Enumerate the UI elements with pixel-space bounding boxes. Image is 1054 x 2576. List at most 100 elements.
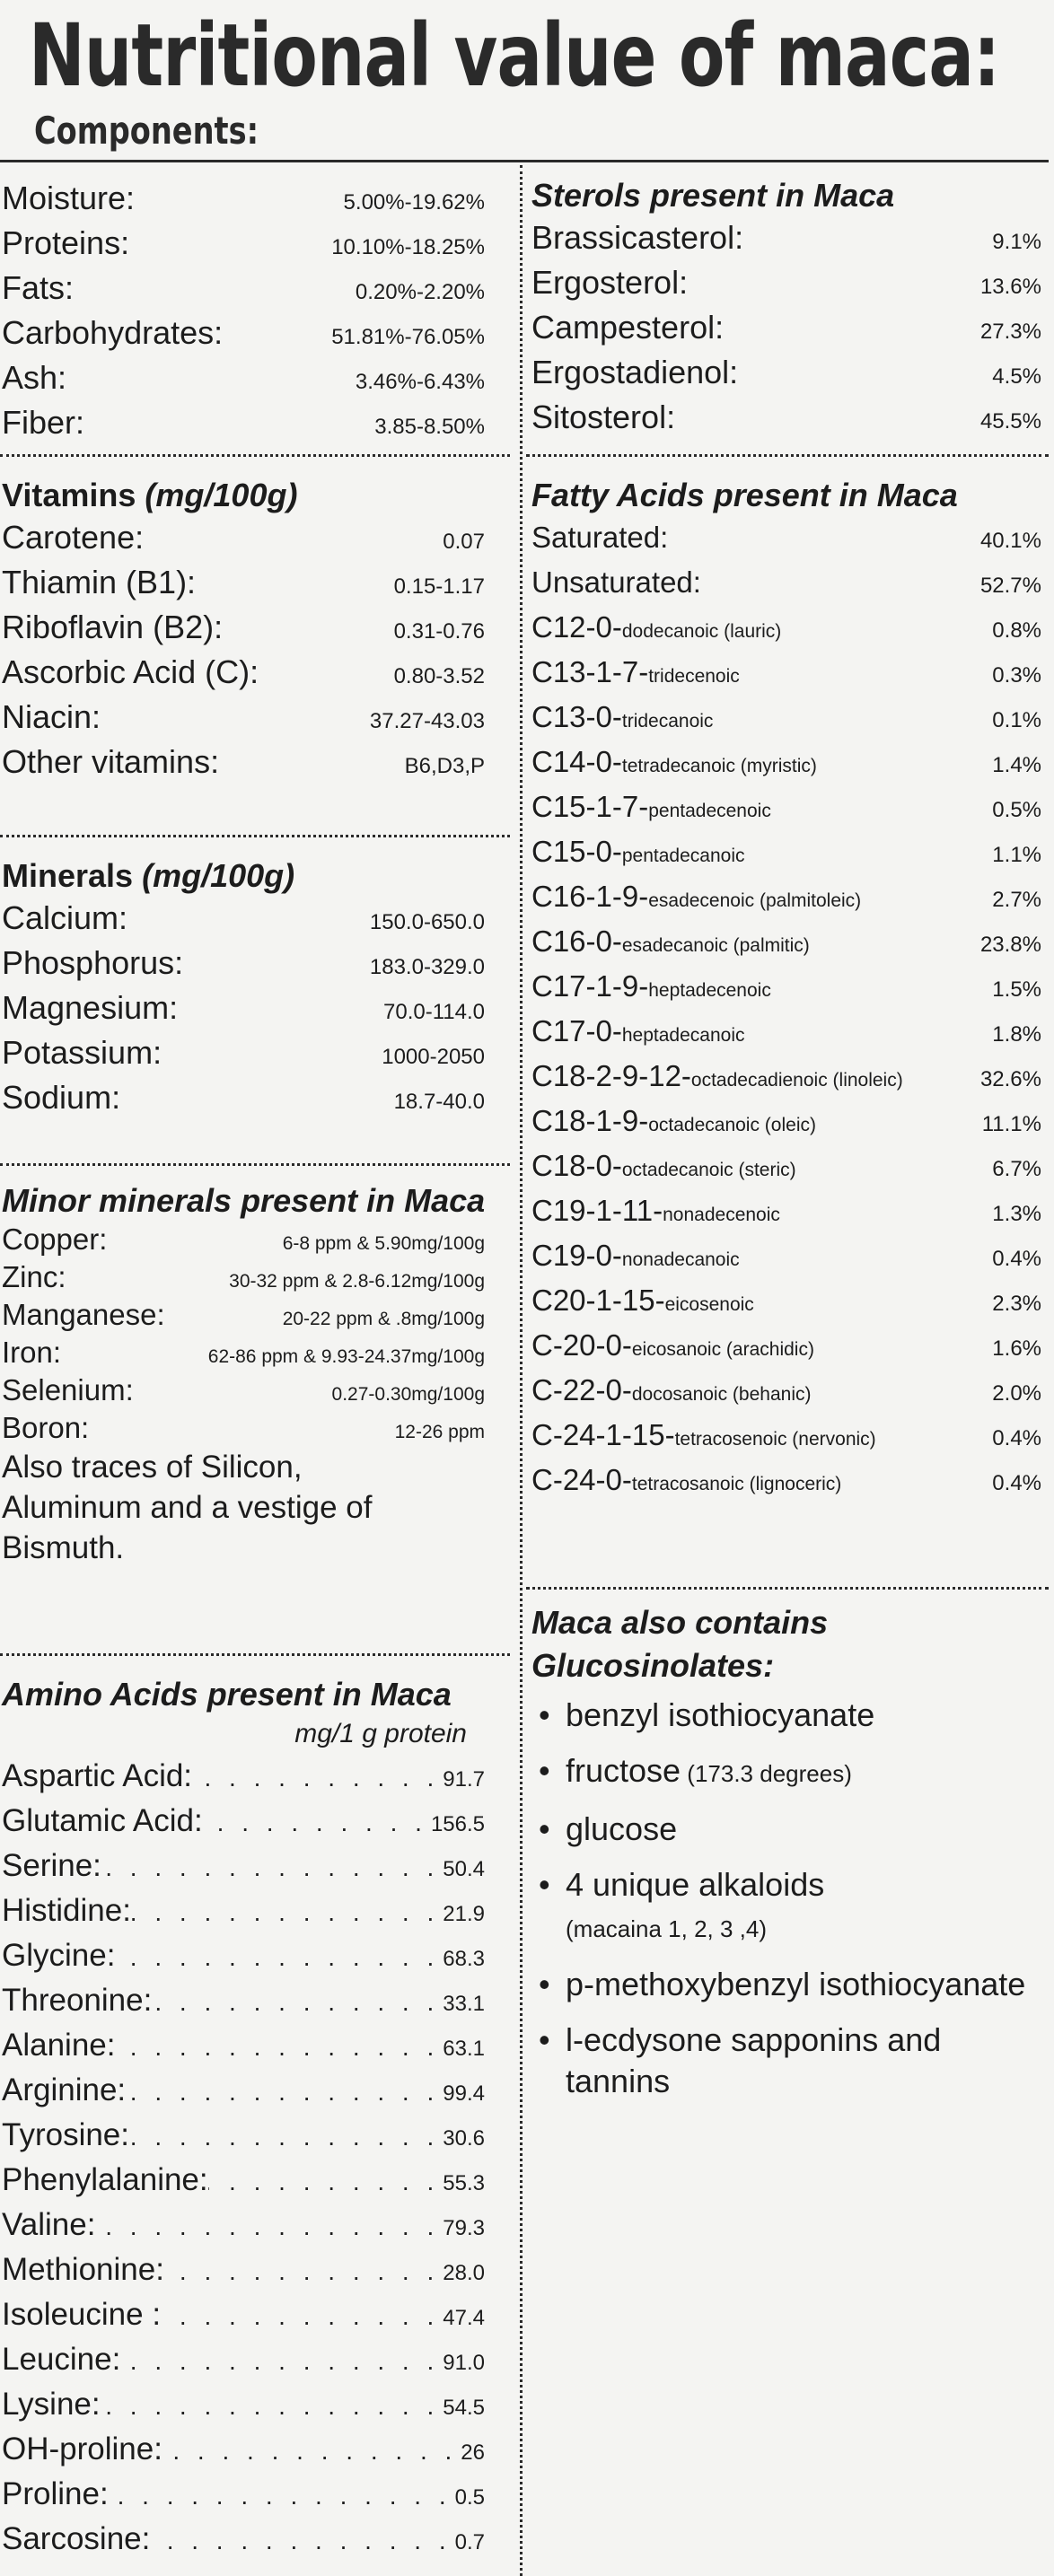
amino-acid-row: Glutamic Acid: . . . . . . . . . . . . .… (2, 1799, 485, 1844)
mineral-name: Phosphorus: (2, 944, 184, 981)
fatty-acid-code: C16-1-9- (531, 880, 649, 913)
vitamin-row: Carotene: 0.07 (2, 515, 485, 560)
component-value: 5.00%-19.62% (343, 190, 485, 215)
amino-acid-name: Threonine: (2, 1983, 153, 2018)
mineral-value: 1000-2050 (382, 1045, 485, 1069)
glucosinolate-text: 4 unique alkaloids (566, 1866, 825, 1903)
fatty-acid-name: C12-0-dodecanoic (lauric) (531, 605, 781, 654)
sterol-row: Campesterol: 27.3% (531, 305, 1041, 350)
sterol-name: Brassicasterol: (531, 219, 744, 256)
fatty-acid-name: C-20-0-eicosanoic (arachidic) (531, 1323, 814, 1372)
amino-acid-value: 0.5 (454, 2485, 485, 2510)
fatty-acid-name: C-24-0-tetracosanoic (lignoceric) (531, 1458, 841, 1507)
vitamin-name: Carotene: (2, 519, 145, 556)
section-divider (0, 1653, 510, 1656)
fatty-acid-code: C15-1-7- (531, 790, 649, 823)
component-value: 3.85-8.50% (374, 415, 485, 439)
sterols-title: Sterols present in Maca (531, 177, 895, 214)
vitamin-row: Other vitamins: B6,D3,P (2, 740, 485, 784)
fatty-acid-value: 52.7% (979, 574, 1041, 598)
title-rule (0, 160, 1049, 162)
glucosinolate-text: l-ecdysone sapponins and tannins (566, 2021, 942, 2099)
component-value: 3.46%-6.43% (355, 370, 485, 394)
mineral-row: Sodium: 18.7-40.0 (2, 1075, 485, 1120)
fatty-acid-row: C-24-1-15-tetracosenoic (nervonic) 0.4% (531, 1413, 1041, 1458)
fatty-acid-desc: tetradecanoic (myristic) (621, 756, 817, 776)
vitamin-value: 0.80-3.52 (393, 664, 485, 688)
minor-mineral-value: 12-26 ppm (394, 1422, 485, 1442)
fatty-acid-name: C14-0-tetradecanoic (myristic) (531, 740, 817, 789)
fatty-acid-value: 0.4% (992, 1471, 1041, 1495)
fatty-acid-desc: docosanoic (behanic) (631, 1384, 812, 1405)
sterol-value: 9.1% (992, 230, 1041, 254)
fatty-acid-code: C13-1-7- (531, 655, 649, 688)
fatty-acid-row: C18-2-9-12-octadecadienoic (linoleic) 32.… (531, 1054, 1041, 1099)
glucosinolate-note: (173.3 degrees) (681, 1760, 852, 1787)
glucosinolate-item: glucose (531, 1809, 1041, 1850)
fatty-acid-desc: nonadecanoic (621, 1249, 740, 1270)
mineral-value: 150.0-650.0 (369, 910, 485, 934)
fatty-acid-name: Saturated: (531, 515, 668, 560)
fatty-acid-code: C18-1-9- (531, 1104, 649, 1137)
fatty-acid-row: C18-1-9-octadecanoic (oleic) 11.1% (531, 1099, 1041, 1143)
sterol-name: Ergosterol: (531, 264, 689, 301)
amino-acid-value: 156.5 (430, 1812, 485, 1836)
amino-acid-row: Tyrosine: . . . . . . . . . . . . . . . … (2, 2113, 485, 2158)
glucosinolate-text: benzyl isothiocyanate (566, 1696, 875, 1733)
sterol-row: Ergostadienol: 4.5% (531, 350, 1041, 395)
fatty-acid-value: 1.3% (992, 1202, 1041, 1226)
fatty-acid-value: 1.5% (992, 977, 1041, 1002)
fatty-acid-desc: octadecanoic (oleic) (648, 1115, 816, 1135)
amino-acid-value: 68.3 (443, 1947, 485, 1971)
traces-note: Also traces of Silicon, Aluminum and a ve… (2, 1447, 485, 1568)
mineral-row: Potassium: 1000-2050 (2, 1030, 485, 1075)
fatty-acid-name: C16-0-esadecanoic (palmitic) (531, 919, 810, 968)
glucosinolates-section: Maca also contains Glucosinolates: benzy… (531, 1601, 1041, 2116)
fatty-acid-desc: tridecanoic (621, 711, 714, 732)
amino-acid-name: Lysine: (2, 2387, 101, 2422)
fatty-acid-code: C-22-0- (531, 1373, 632, 1406)
component-name: Carbohydrates: (2, 314, 224, 351)
fatty-acid-row: C14-0-tetradecanoic (myristic) 1.4% (531, 740, 1041, 784)
component-row: Ash: 3.46%-6.43% (2, 355, 485, 400)
amino-acid-name: Valine: (2, 2207, 96, 2242)
amino-acid-name: Glycine: (2, 1938, 116, 1973)
amino-acid-value: 0.7 (454, 2530, 485, 2554)
fatty-acid-desc: eicosenoic (664, 1294, 754, 1315)
fatty-acid-code: C-24-0- (531, 1463, 632, 1496)
fatty-acid-name: C-22-0-docosanoic (behanic) (531, 1368, 811, 1417)
fatty-acid-value: 1.6% (992, 1336, 1041, 1361)
amino-acids-unit: mg/1 g protein (294, 1719, 467, 1748)
fatty-acid-row: C19-1-11-nonadecenoic 1.3% (531, 1188, 1041, 1233)
fatty-acid-name: C17-0-heptadecanoic (531, 1009, 745, 1058)
fatty-acid-row: C12-0-dodecanoic (lauric) 0.8% (531, 605, 1041, 650)
vitamin-row: Riboflavin (B2): 0.31-0.76 (2, 605, 485, 650)
fatty-acid-name: Unsaturated: (531, 560, 701, 605)
component-row: Fats: 0.20%-2.20% (2, 266, 485, 311)
fatty-acid-value: 2.0% (992, 1381, 1041, 1406)
vitamins-unit: (mg/100g) (145, 477, 298, 513)
leader-dots: . . . . . . . . . . . . . . . . . . . . … (115, 1943, 440, 1971)
component-value: 0.20%-2.20% (355, 280, 485, 304)
mineral-name: Sodium: (2, 1079, 121, 1116)
amino-acids-section: Amino Acids present in Maca mg/1 g prote… (2, 1675, 485, 2562)
minor-mineral-value: 0.27-0.30mg/100g (331, 1384, 485, 1405)
amino-acid-value: 33.1 (443, 1992, 485, 2016)
sterol-value: 13.6% (979, 275, 1041, 299)
fatty-acid-name: C17-1-9-heptadecenoic (531, 964, 771, 1013)
fatty-acid-row: C16-1-9-esadecenoic (palmitoleic) 2.7% (531, 874, 1041, 919)
fatty-acid-value: 0.1% (992, 708, 1041, 732)
amino-acid-name: Serine: (2, 1848, 101, 1883)
leader-dots: . . . . . . . . . . . . . . . . . . . . … (164, 2257, 440, 2285)
glucosinolate-item: 4 unique alkaloids (macaina 1, 2, 3 ,4) (531, 1864, 1041, 1950)
fatty-acid-desc: nonadecenoic (663, 1205, 780, 1225)
amino-acid-name: Proline: (2, 2476, 109, 2511)
sterol-row: Sitosterol: 45.5% (531, 395, 1041, 440)
minerals-section: Minerals (mg/100g) Calcium: 150.0-650.0 Ph… (2, 856, 485, 1120)
amino-acid-value: 91.0 (443, 2351, 485, 2375)
amino-acid-row: Threonine: . . . . . . . . . . . . . . .… (2, 1978, 485, 2023)
minerals-title-text: Minerals (2, 857, 134, 894)
mineral-name: Magnesium: (2, 989, 179, 1026)
fatty-acid-desc: pentadecenoic (648, 801, 771, 821)
fatty-acid-code: C-24-1-15- (531, 1418, 675, 1451)
